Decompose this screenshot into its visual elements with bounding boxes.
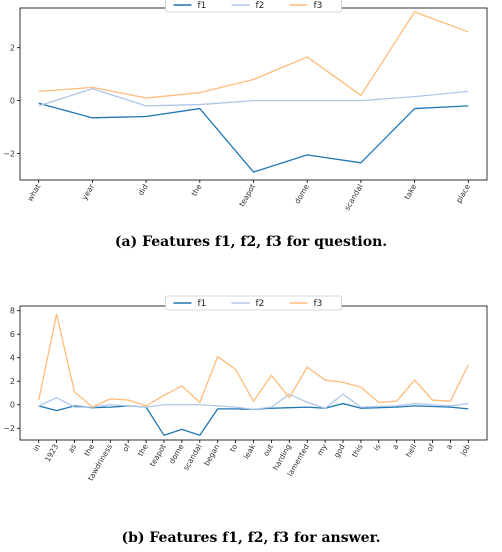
y-tick-label: −2 — [3, 150, 15, 159]
y-tick-label: 2 — [10, 44, 15, 53]
chart-question: −2 0 2 what year did the teapot dome scandal take p… — [3, 0, 488, 212]
x-tick-label: in — [31, 442, 42, 453]
x-tick-label: take — [402, 182, 418, 201]
legend-label-f1: f1 — [198, 299, 207, 309]
plot-frame — [19, 305, 488, 441]
series-line-f3 — [38, 11, 469, 99]
legend-label-f1: f1 — [198, 1, 207, 11]
x-tick-label: of — [425, 442, 437, 453]
x-tick-label: the — [136, 442, 150, 457]
x-tick-label: dome — [167, 442, 186, 465]
x-tick-label: of — [121, 442, 133, 453]
x-tick-label: as — [66, 442, 78, 454]
y-tick-label: 8 — [10, 307, 15, 316]
series-line-f2 — [38, 393, 469, 411]
caption-question: (a) Features f1, f2, f3 for question. — [0, 234, 502, 250]
y-tick-label: 0 — [10, 97, 15, 106]
x-tick-label: what — [25, 182, 42, 203]
caption-answer-label: (b) — [121, 530, 145, 546]
x-tick-label: job — [458, 442, 472, 457]
x-tick-label: god — [332, 442, 347, 459]
x-tick-label: hell — [404, 443, 419, 459]
legend-label-f2: f2 — [256, 1, 265, 11]
x-tick-label: the — [190, 182, 204, 197]
y-tick-label: −2 — [3, 424, 15, 433]
caption-question-label: (a) — [114, 234, 138, 250]
x-tick-label: scandal — [342, 183, 364, 212]
x-tick-label: my — [315, 442, 329, 457]
legend-label-f3: f3 — [314, 1, 323, 11]
y-tick-label: 4 — [10, 354, 15, 363]
caption-question-text: Features f1, f2, f3 for question. — [142, 234, 388, 250]
plot-frame — [19, 7, 488, 181]
x-tick-label: out — [261, 442, 275, 457]
series-line-f1 — [38, 402, 469, 436]
y-tick-label: 6 — [10, 330, 15, 339]
x-tick-label: dome — [293, 182, 312, 205]
x-tick-label: year — [80, 182, 97, 202]
x-tick-label: to — [228, 442, 240, 453]
x-tick-label: leak — [242, 442, 258, 461]
caption-answer: (b) Features f1, f2, f3 for answer. — [0, 530, 502, 546]
x-tick-label: did — [136, 182, 150, 197]
x-tick-label: the — [82, 442, 96, 457]
y-tick-label: 0 — [10, 401, 15, 410]
legend-label-f3: f3 — [314, 299, 323, 309]
legend — [165, 295, 342, 311]
series-line-f3 — [38, 313, 469, 408]
x-tick-label: teapot — [148, 442, 168, 468]
x-tick-label: began — [202, 442, 222, 467]
x-tick-label: is — [372, 442, 383, 452]
legend-label-f2: f2 — [256, 299, 265, 309]
x-tick-label: this — [350, 442, 365, 458]
x-tick-label: 1923 — [43, 442, 60, 463]
series-line-f2 — [38, 88, 469, 107]
y-tick-label: 2 — [10, 377, 15, 386]
caption-answer-text: Features f1, f2, f3 for answer. — [149, 530, 381, 546]
x-tick-label: a — [444, 443, 454, 451]
x-tick-label: a — [390, 443, 400, 451]
x-tick-label: place — [454, 182, 472, 204]
series-line-f1 — [38, 102, 469, 173]
x-tick-label: teapot — [237, 182, 257, 208]
legend — [165, 0, 342, 13]
